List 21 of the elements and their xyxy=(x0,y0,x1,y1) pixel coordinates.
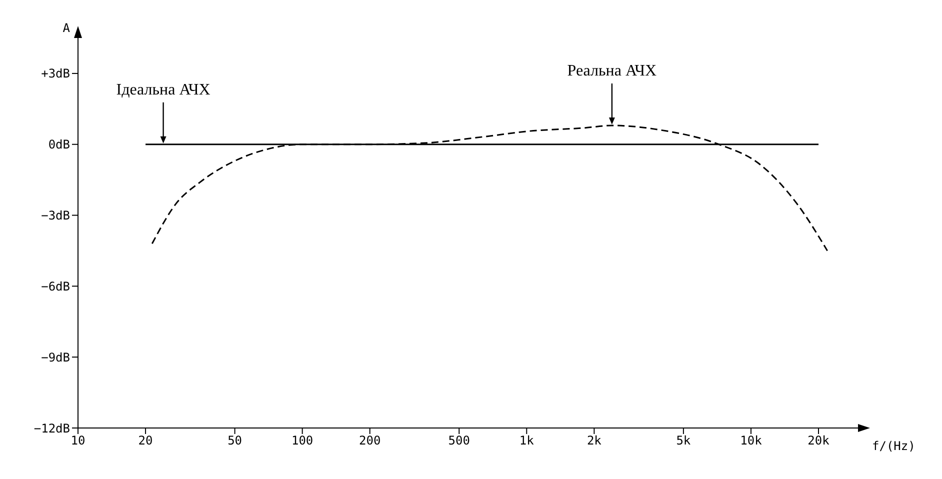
annotation: Ідеальна АЧХ xyxy=(116,81,211,98)
x-axis-title: f/(Hz) xyxy=(872,439,916,453)
x-tick-label: 20 xyxy=(138,434,153,448)
x-tick-label: 20k xyxy=(808,434,830,448)
x-tick-label: 1k xyxy=(519,434,535,448)
y-tick-label: 0dB xyxy=(48,138,70,152)
x-tick-label: 100 xyxy=(291,434,314,448)
x-tick-label: 5k xyxy=(676,434,692,448)
annotation: Реальна АЧХ xyxy=(567,62,658,80)
x-tick-label: 50 xyxy=(228,434,242,448)
y-tick-label: +3dB xyxy=(41,66,70,81)
x-tick-label: 500 xyxy=(448,434,470,448)
y-axis-title: A xyxy=(62,21,71,35)
y-tick-label: −9dB xyxy=(41,350,70,364)
x-tick-label: 200 xyxy=(359,434,381,448)
y-tick-label: −6dB xyxy=(41,279,70,294)
x-tick-label: 10 xyxy=(70,434,86,448)
x-tick-label: 10k xyxy=(740,434,763,448)
y-tick-label: −3dB xyxy=(41,208,70,223)
y-tick-label: −12dB xyxy=(34,421,70,436)
x-tick-label: 2k xyxy=(586,434,602,448)
